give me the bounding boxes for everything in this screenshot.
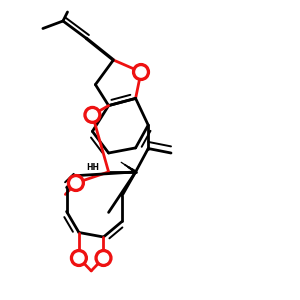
Circle shape — [70, 250, 87, 266]
Circle shape — [74, 253, 84, 263]
Circle shape — [98, 253, 109, 263]
Circle shape — [136, 67, 146, 77]
Text: HH: HH — [86, 164, 99, 172]
Circle shape — [95, 250, 112, 266]
Circle shape — [133, 64, 149, 80]
Circle shape — [87, 110, 98, 120]
Circle shape — [68, 175, 84, 191]
Circle shape — [84, 106, 101, 123]
Circle shape — [71, 178, 81, 188]
